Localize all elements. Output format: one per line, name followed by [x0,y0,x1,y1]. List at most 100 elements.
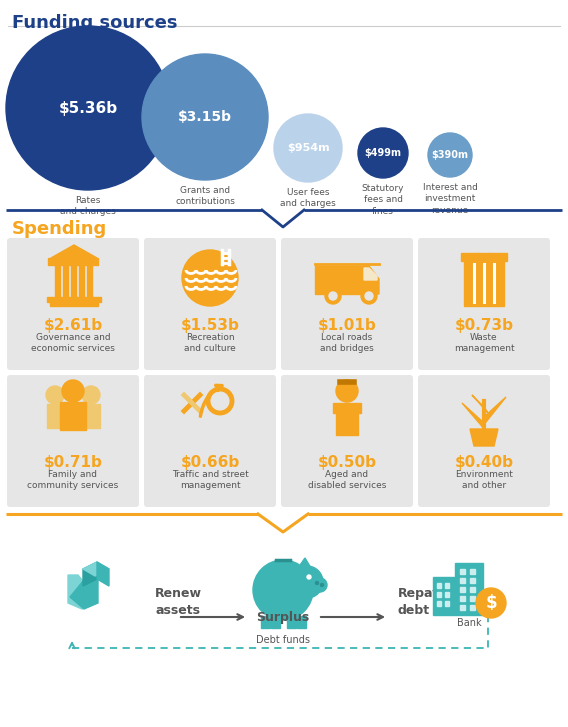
FancyBboxPatch shape [418,238,550,370]
FancyBboxPatch shape [7,238,139,370]
Text: Recreation
and culture: Recreation and culture [184,333,236,353]
Polygon shape [97,562,109,586]
Bar [333,403,361,413]
Text: $3.15b: $3.15b [178,110,232,124]
FancyBboxPatch shape [418,375,550,507]
Bar [470,605,475,610]
Polygon shape [364,268,377,280]
Circle shape [142,54,268,180]
Bar [315,266,363,294]
Bar [437,583,441,588]
Text: Renew
assets: Renew assets [155,587,202,617]
Polygon shape [462,403,486,431]
Polygon shape [363,266,379,294]
Circle shape [46,386,64,404]
Text: $0.50b: $0.50b [318,455,377,470]
Bar [63,265,68,297]
Bar [50,302,98,306]
Text: Surplus: Surplus [256,611,310,624]
Polygon shape [470,429,498,446]
Circle shape [476,588,506,618]
Circle shape [307,575,311,579]
Bar [261,616,270,628]
FancyBboxPatch shape [281,238,413,370]
Circle shape [82,386,100,404]
Text: Interest and
investment
revenue: Interest and investment revenue [423,183,478,215]
Bar [71,265,76,297]
Text: Aged and
disabled services: Aged and disabled services [308,470,386,491]
Text: Governance and
economic services: Governance and economic services [31,333,115,353]
Circle shape [365,292,373,300]
Bar [47,404,64,428]
Text: Funding sources: Funding sources [12,14,177,32]
Polygon shape [68,575,96,609]
Text: Repay
debt: Repay debt [398,587,441,617]
Bar [445,592,449,597]
Bar [83,404,100,428]
Bar [297,616,306,628]
Polygon shape [482,397,506,427]
Text: $499m: $499m [365,148,402,158]
Bar [445,601,449,606]
Bar [437,601,441,606]
Text: Environment
and other: Environment and other [455,470,513,491]
Bar [55,265,60,297]
Circle shape [62,380,84,402]
Bar [460,578,465,583]
Bar [464,260,504,306]
Text: Rates
and charges: Rates and charges [60,196,116,217]
Circle shape [315,582,319,585]
FancyBboxPatch shape [7,375,139,507]
Polygon shape [51,245,97,258]
Text: $: $ [485,594,497,612]
Bar [470,578,475,583]
Circle shape [325,288,341,304]
Text: $0.40b: $0.40b [454,455,513,470]
Bar [437,592,441,597]
Bar [460,587,465,592]
Circle shape [358,128,408,178]
Circle shape [428,133,472,177]
Bar [79,265,84,297]
Text: Bank: Bank [457,618,481,628]
Bar [470,587,475,592]
Text: $954m: $954m [287,143,329,153]
Circle shape [329,292,337,300]
Text: $2.61b: $2.61b [43,318,103,333]
Bar [460,569,465,574]
Bar [470,569,475,574]
Bar [60,402,86,430]
Text: $1.53b: $1.53b [181,318,240,333]
Circle shape [336,380,358,402]
Text: Family and
community services: Family and community services [27,470,119,491]
Polygon shape [472,395,488,413]
Text: Debt funds: Debt funds [256,635,310,645]
FancyBboxPatch shape [144,375,276,507]
Polygon shape [83,562,109,576]
Text: User fees
and charges: User fees and charges [280,188,336,209]
Circle shape [320,584,324,587]
Text: $1.01b: $1.01b [318,318,377,333]
Bar [445,583,449,588]
Bar [48,258,98,265]
Text: Local roads
and bridges: Local roads and bridges [320,333,374,353]
Text: $390m: $390m [432,150,469,160]
FancyBboxPatch shape [281,375,413,507]
Text: $5.36b: $5.36b [59,100,118,116]
Bar [460,596,465,601]
Text: $0.66b: $0.66b [181,455,240,470]
Bar [460,605,465,610]
Text: Statutory
fees and
fines: Statutory fees and fines [362,184,404,216]
FancyBboxPatch shape [144,238,276,370]
Polygon shape [83,562,97,586]
Text: Spending: Spending [12,220,107,238]
Text: $0.71b: $0.71b [44,455,102,470]
Circle shape [6,26,170,190]
Text: $0.73b: $0.73b [454,318,513,333]
Text: Traffic and street
management: Traffic and street management [172,470,248,491]
Bar [470,596,475,601]
Polygon shape [298,558,311,568]
Bar [271,616,280,628]
Circle shape [182,250,238,306]
Bar [287,616,296,628]
